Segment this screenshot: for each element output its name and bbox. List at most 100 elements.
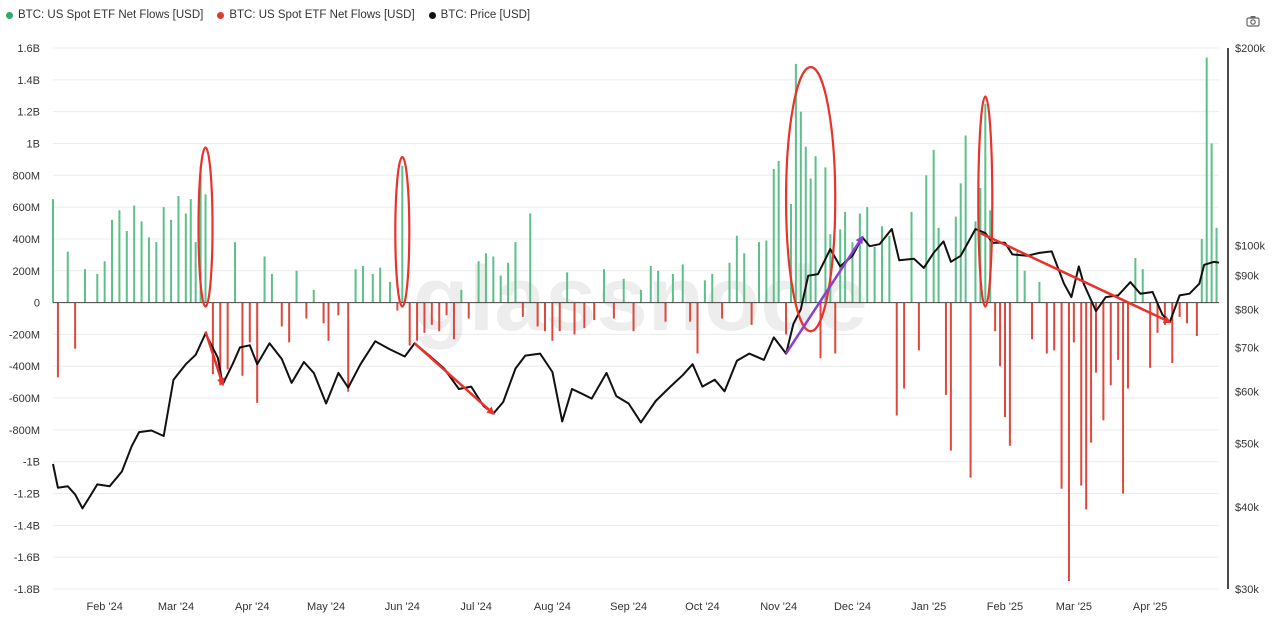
inflow-bar xyxy=(147,237,150,303)
y-left-tick-label: 200M xyxy=(12,266,40,278)
inflow-bar xyxy=(514,242,517,303)
inflow-bar xyxy=(361,265,364,303)
outflow-bar xyxy=(1195,302,1198,337)
inflow-bar xyxy=(1038,281,1041,303)
chart-legend: BTC: US Spot ETF Net Flows [USD] BTC: US… xyxy=(6,9,530,21)
outflow-bar xyxy=(1095,302,1098,373)
inflow-bar xyxy=(964,135,967,303)
outflow-bar xyxy=(280,302,283,327)
x-tick-label: Jan '25 xyxy=(911,601,946,613)
inflow-bar xyxy=(270,273,273,303)
outflow-bar xyxy=(1117,302,1120,360)
outflow-bar xyxy=(396,302,399,311)
inflow-bar xyxy=(83,269,86,303)
highlight-ellipse xyxy=(197,146,214,308)
inflow-bar xyxy=(263,256,266,303)
legend-item-inflows[interactable]: BTC: US Spot ETF Net Flows [USD] xyxy=(6,9,203,21)
legend-label: BTC: Price [USD] xyxy=(440,9,531,21)
outflow-bar xyxy=(536,302,539,327)
outflow-bar xyxy=(438,302,441,332)
outflow-bar xyxy=(416,302,419,341)
outflow-bar xyxy=(1008,302,1011,446)
inflow-bar xyxy=(52,199,54,303)
outflow-bar xyxy=(408,302,411,346)
inflow-bar xyxy=(814,156,817,303)
inflow-bar xyxy=(477,261,480,303)
outflow-bar xyxy=(226,302,229,370)
inflow-bar xyxy=(711,273,714,303)
outflow-bar xyxy=(1003,302,1006,418)
y-left-tick-label: 1.4B xyxy=(17,75,40,87)
outflow-bar xyxy=(1102,302,1105,421)
x-tick-label: May '24 xyxy=(307,601,345,613)
y-left-tick-label: 1B xyxy=(27,138,40,150)
inflow-bar xyxy=(844,211,847,303)
y-left-tick-label: 800M xyxy=(12,170,40,182)
outflow-bar xyxy=(1045,302,1048,354)
inflow-bar xyxy=(743,253,746,303)
inflow-bar xyxy=(937,227,940,303)
outflow-bar xyxy=(1072,302,1075,343)
outflow-bar xyxy=(1085,302,1088,510)
inflow-bar xyxy=(66,251,69,303)
trend-arrow-red xyxy=(413,342,495,415)
inflow-bar xyxy=(389,281,392,303)
inflow-bar xyxy=(1134,258,1137,303)
outflow-bar xyxy=(74,302,77,349)
trend-arrow-red xyxy=(204,331,225,387)
y-left-tick-label: -1.8B xyxy=(14,584,40,596)
outflow-bar xyxy=(1067,302,1070,582)
x-tick-label: Jul '24 xyxy=(460,601,491,613)
inflow-bar xyxy=(529,213,532,303)
legend-dot-black xyxy=(428,11,436,19)
inflow-bar xyxy=(888,235,891,303)
inflow-bar xyxy=(873,246,876,303)
outflow-bar xyxy=(583,302,586,329)
inflow-bar xyxy=(1210,143,1213,303)
outflow-bar xyxy=(949,302,952,451)
legend-item-outflows[interactable]: BTC: US Spot ETF Net Flows [USD] xyxy=(217,9,415,21)
outflow-bar xyxy=(1122,302,1125,494)
outflow-bar xyxy=(593,302,596,321)
inflow-bar xyxy=(234,242,237,303)
camera-icon[interactable] xyxy=(1246,14,1260,32)
inflow-bar xyxy=(125,230,128,303)
inflow-bar xyxy=(974,221,977,303)
flow-bars xyxy=(52,57,1218,582)
inflow-bar xyxy=(401,165,404,303)
outflow-bar xyxy=(327,302,330,341)
y-left-tick-label: -1B xyxy=(23,457,40,469)
inflow-bar xyxy=(728,262,731,303)
outflow-bar xyxy=(521,302,524,317)
y-right-tick-label: $60k xyxy=(1235,386,1259,398)
outflow-bar xyxy=(219,302,222,386)
outflow-bar xyxy=(903,302,906,389)
inflow-bar xyxy=(170,219,173,303)
inflow-bar xyxy=(184,213,187,303)
outflow-bar xyxy=(452,302,455,340)
inflow-bar xyxy=(824,167,827,303)
inflow-bar xyxy=(603,269,606,303)
outflow-bar xyxy=(347,302,350,392)
outflow-bar xyxy=(1060,302,1063,489)
inflow-bar xyxy=(804,146,807,303)
trend-arrow-red xyxy=(979,231,1172,324)
outflow-bar xyxy=(241,302,244,376)
x-tick-label: Apr '24 xyxy=(235,601,270,613)
outflow-bar xyxy=(895,302,898,416)
inflow-bar xyxy=(111,219,114,303)
inflow-bar xyxy=(1215,227,1218,303)
inflow-bar xyxy=(799,111,802,303)
trend-arrow-purple xyxy=(785,235,864,355)
inflow-bar xyxy=(492,256,495,303)
outflow-bar xyxy=(969,302,972,478)
outflow-bar xyxy=(1053,302,1056,351)
outflow-bar xyxy=(256,302,259,403)
inflow-bar xyxy=(809,178,812,303)
y-left-tick-label: -800M xyxy=(9,425,40,437)
inflow-bar xyxy=(155,242,158,303)
outflow-bar xyxy=(785,302,788,335)
inflow-bar xyxy=(140,221,143,303)
legend-item-price[interactable]: BTC: Price [USD] xyxy=(428,9,531,21)
